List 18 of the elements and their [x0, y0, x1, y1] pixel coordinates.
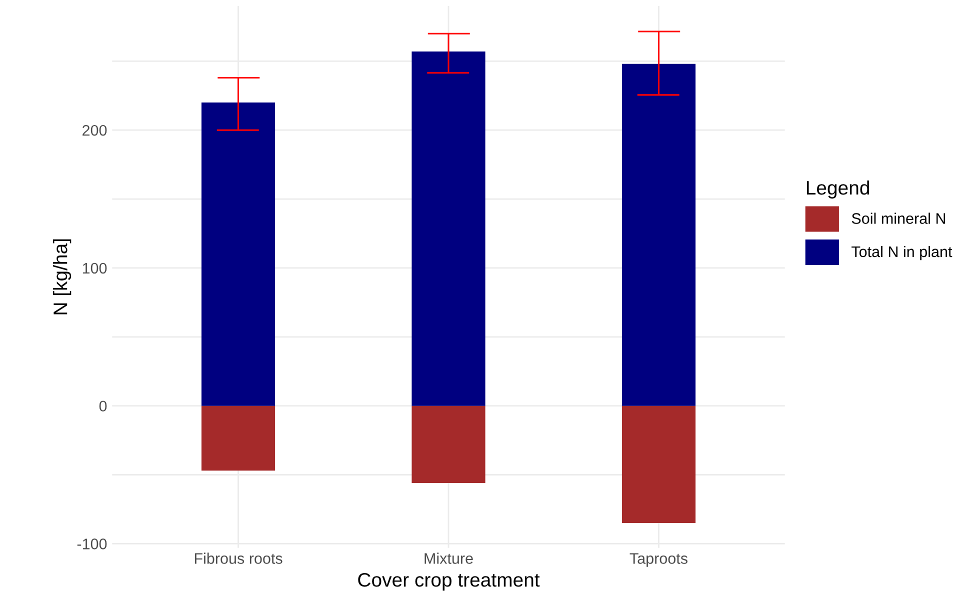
y-axis-title: N [kg/ha]	[53, 239, 72, 314]
y-tick-label: -100	[77, 538, 107, 550]
legend-label: Total N in plant	[852, 246, 952, 260]
bar	[201, 102, 276, 406]
x-tick-label: Fibrous roots	[194, 552, 282, 564]
legend-title: Legend	[806, 180, 869, 199]
y-tick-label: 0	[99, 400, 107, 412]
y-tick-label: 200	[82, 124, 107, 136]
x-tick-label: Taproots	[630, 553, 688, 567]
bar	[622, 406, 696, 524]
x-axis-title: Cover crop treatment	[358, 572, 540, 591]
y-tick-label: 100	[82, 262, 107, 274]
bar	[412, 52, 486, 406]
legend-label: Soil mineral N	[852, 212, 946, 224]
bar	[201, 406, 276, 471]
bar	[622, 64, 696, 406]
x-tick-label: Mixture	[424, 552, 473, 564]
bar	[412, 406, 486, 484]
